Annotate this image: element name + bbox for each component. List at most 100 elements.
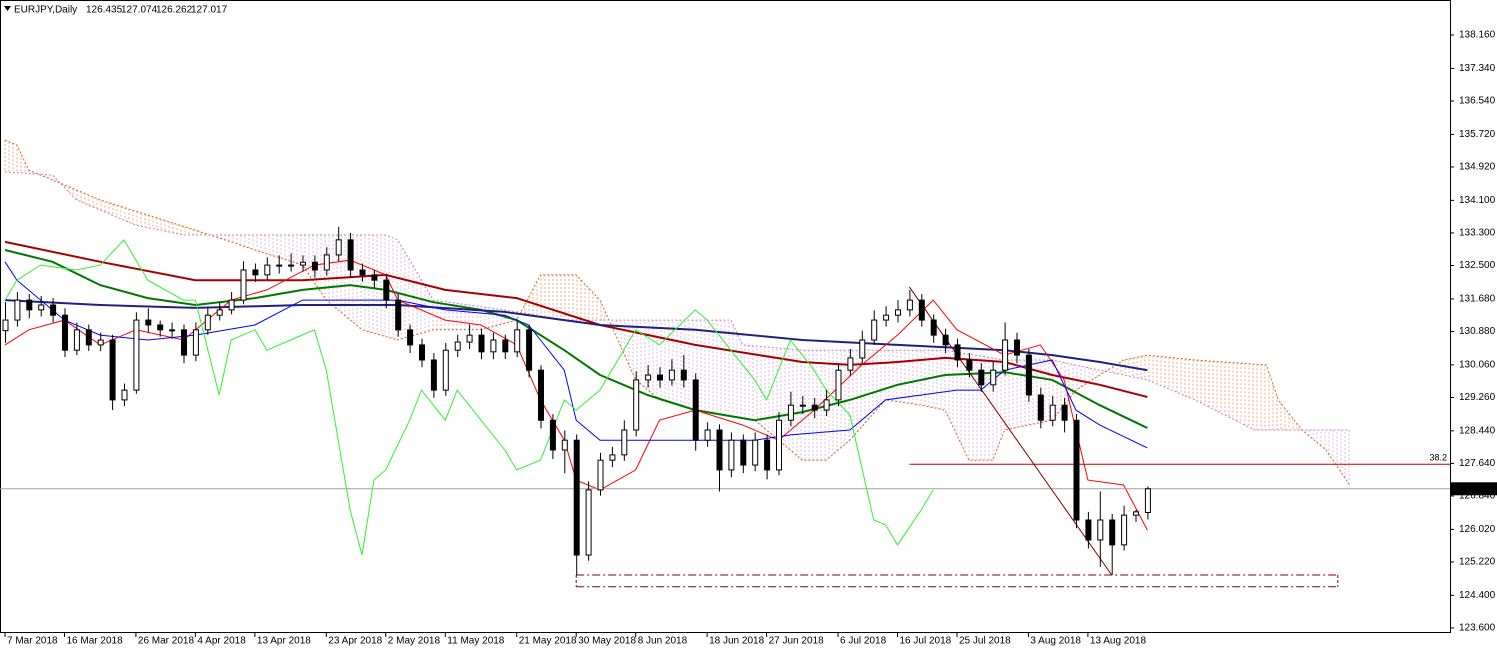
plot-frame [0,0,1451,633]
y-tick-label: 126.020 [1459,524,1496,535]
candle-body [585,489,592,556]
candle-body [930,319,937,336]
candle-body [502,339,509,353]
candle-body [145,319,152,326]
candle-body [383,279,390,301]
candle-body [561,439,568,451]
candle-body [966,359,973,371]
candle-body [1025,354,1032,396]
candle-body [645,374,652,381]
candle-body [918,299,925,321]
y-tick-label: 133.300 [1459,228,1496,239]
candle-body [514,329,521,353]
candle-body [264,264,271,276]
price-label: 127.017 [1455,483,1492,494]
y-tick-label: 136.540 [1459,96,1496,107]
candle-body [633,379,640,431]
candle-body [276,264,283,267]
y-tick-label: 125.220 [1459,557,1496,568]
candle-body [740,439,747,466]
price-label-box [1451,482,1497,496]
candle-body [752,439,759,466]
candle-body [1014,339,1020,356]
candle-body [216,309,223,316]
candle-body [716,429,723,471]
y-tick-label: 132.500 [1459,260,1496,271]
y-tick-label: 126.840 [1459,491,1496,502]
y-tick-label: 134.920 [1459,162,1496,173]
y-tick-label: 124.400 [1459,590,1496,601]
candle-body [811,404,818,411]
candle-body [668,369,675,381]
candle-body [1002,339,1009,371]
candle-body [335,239,342,256]
candle-body [776,419,782,471]
close-value: 127.017 [191,5,228,16]
candle-body [835,369,842,401]
candle-body [73,329,80,351]
x-tick-label: 13 Apr 2018 [257,636,311,647]
candle-body [573,439,580,556]
candle-body [847,357,854,371]
candle-body [157,324,164,331]
candle-body [1133,511,1139,516]
candle-body [478,334,485,353]
candle-body [871,319,878,341]
y-tick-label: 123.600 [1459,623,1496,634]
candle-body [859,339,866,359]
candle-body [990,369,997,386]
candle-body [1109,519,1116,546]
x-tick-label: 25 Jul 2018 [959,636,1011,647]
x-tick-label: 26 Mar 2018 [138,636,195,647]
candle-body [97,339,104,346]
candle-body [181,329,187,356]
candle-body [597,459,604,491]
candle-body [692,379,699,441]
x-tick-label: 2 May 2018 [388,636,441,647]
candle-body [323,254,330,271]
candle-body [526,329,533,371]
x-tick-label: 7 Mar 2018 [7,636,58,647]
candle-body [538,369,544,421]
candle-body [133,319,140,391]
menu-triangle[interactable] [4,6,11,11]
candle-body [454,341,461,351]
candle-body [121,389,128,401]
candle-body [787,404,794,421]
x-tick-label: 13 Aug 2018 [1090,636,1147,647]
candle-body [359,269,366,276]
candle-body [288,264,295,267]
candle-body [1085,519,1092,541]
candle-body [466,334,473,343]
y-tick-label: 137.340 [1459,63,1496,74]
candle-body [85,329,92,346]
candle-body [549,419,556,451]
x-tick-label: 16 Mar 2018 [67,636,124,647]
candle-body [300,261,306,266]
candle-body [1121,514,1128,546]
x-tick-label: 21 May 2018 [519,636,577,647]
candle-body [2,319,9,332]
candle-body [799,404,806,407]
candle-body [38,304,45,311]
candle-body [442,349,449,391]
candle-body [978,369,985,386]
candle-body [62,314,68,351]
x-tick-label: 3 Aug 2018 [1030,636,1081,647]
indicator-line [4,261,1148,449]
y-tick-label: 131.680 [1459,294,1496,305]
candle-body [621,429,628,456]
candle-body [169,329,176,332]
candle-body [252,269,259,276]
chart-title: EURJPY,Daily [14,5,77,16]
candle-body [371,274,378,281]
candle-body [430,359,437,391]
candle-body [50,304,57,316]
y-tick-label: 138.160 [1459,30,1496,41]
open-value: 126.435 [86,5,123,16]
fib-label: 38.2 [1429,453,1447,463]
x-tick-label: 16 Jul 2018 [900,636,952,647]
x-tick-label: 18 Jun 2018 [709,636,764,647]
candle-body [680,369,687,381]
candle-body [1073,419,1080,521]
